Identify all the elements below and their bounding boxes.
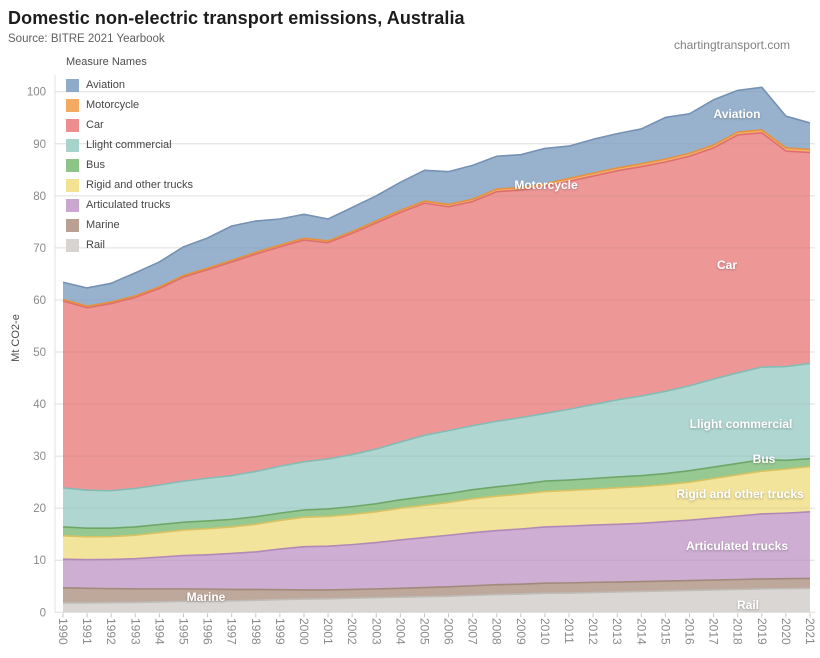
area-boundary-motorcycle [62,129,811,307]
legend-item-articulated-trucks[interactable]: Articulated trucks [66,195,193,215]
area-boundary-car [62,132,811,309]
x-tick-label: 1992 [104,618,118,645]
y-tick-label: 0 [40,607,46,619]
x-tick-label: 1999 [273,618,287,645]
y-axis-title: Mt CO2-e [10,314,22,362]
x-tick-label: 2015 [658,618,672,645]
y-tick-label: 40 [33,399,46,411]
page-title: Domestic non-electric transport emission… [8,8,465,28]
legend-swatch-icon [66,138,79,152]
legend-swatch-icon [66,198,79,212]
x-tick-label: 2011 [562,618,576,644]
y-tick-label: 70 [33,243,46,255]
x-tick-label: 2012 [586,618,600,645]
legend-item-label: Bus [86,159,105,171]
x-tick-label: 1996 [201,618,215,645]
source-caption: Source: BITRE 2021 Yearbook [8,33,165,45]
legend-item-label: Aviation [86,79,125,91]
x-tick-label: 2018 [731,618,745,645]
legend-item-rail[interactable]: Rail [66,235,193,255]
x-tick-label: 2005 [417,618,431,645]
legend-item-label: Articulated trucks [86,199,171,211]
y-tick-label: 20 [33,503,46,515]
legend-item-label: Rigid and other trucks [86,179,193,191]
area-boundary-llight-commercial [62,362,811,492]
x-tick-label: 2016 [683,618,697,645]
x-tick-label: 2004 [393,618,407,645]
x-tick-label: 2021 [803,618,817,645]
area-boundary-marine [62,577,811,591]
watermark-text: chartingtransport.com [673,38,790,52]
area-boundary-rigid-and-other-trucks [62,465,811,538]
area-rigid-and-other-trucks[interactable] [63,466,810,560]
y-tick-label: 60 [33,295,46,307]
legend-item-marine[interactable]: Marine [66,215,193,235]
legend-swatch-icon [66,118,79,132]
area-aviation[interactable] [63,87,810,307]
area-articulated-trucks[interactable] [63,511,810,590]
x-tick-label: 1993 [128,618,142,645]
area-rail[interactable] [63,588,810,613]
area-boundary-rail [63,587,811,604]
legend-item-llight-commercial[interactable]: Llight commercial [66,135,193,155]
x-tick-label: 2001 [321,618,335,645]
legend-item-aviation[interactable]: Aviation [66,75,193,95]
x-tick-label: 1991 [80,618,94,645]
legend-item-label: Llight commercial [86,139,172,151]
x-tick-label: 2013 [610,618,624,645]
x-tick-label: 2003 [369,618,383,645]
x-tick-label: 1998 [249,618,263,645]
legend-item-label: Rail [86,239,105,251]
x-tick-label: 2010 [538,618,552,645]
legend-swatch-icon [66,238,79,252]
x-tick-label: 2017 [707,618,721,645]
area-marine[interactable] [63,578,810,603]
legend-swatch-icon [66,158,79,172]
x-tick-label: 2002 [345,618,359,645]
legend-item-motorcycle[interactable]: Motorcycle [66,95,193,115]
area-bus[interactable] [63,458,810,537]
x-tick-label: 2020 [779,618,793,645]
legend-item-label: Car [86,119,104,131]
area-llight-commercial[interactable] [63,363,810,529]
x-tick-label: 1995 [176,618,190,645]
area-boundary-aviation [62,86,811,289]
legend-swatch-icon [66,98,79,112]
x-tick-label: 1997 [225,618,239,645]
legend-item-bus[interactable]: Bus [66,155,193,175]
legend-items: Aviation Motorcycle Car Llight commercial Bu… [66,75,193,255]
x-tick-label: 2007 [466,618,480,645]
x-tick-label: 2019 [755,618,769,645]
legend-swatch-icon [66,178,79,192]
legend-item-car[interactable]: Car [66,115,193,135]
legend: Measure Names Aviation Motorcycle Car Lligh… [66,56,193,255]
y-tick-label: 10 [33,555,46,567]
x-tick-label: 2006 [442,618,456,645]
x-tick-label: 2014 [634,618,648,645]
x-tick-label: 1990 [56,618,70,645]
x-tick-label: 2008 [490,618,504,645]
x-tick-label: 2000 [297,618,311,645]
legend-item-rigid-and-other-trucks[interactable]: Rigid and other trucks [66,175,193,195]
y-tick-label: 80 [33,191,46,203]
legend-item-label: Marine [86,219,120,231]
legend-item-label: Motorcycle [86,99,140,111]
x-tick-label: 2009 [514,618,528,645]
y-tick-label: 90 [33,139,46,151]
x-tick-label: 1994 [152,618,166,645]
legend-title: Measure Names [66,56,147,68]
legend-swatch-icon [66,78,79,92]
area-boundary-articulated-trucks [62,511,811,561]
y-tick-label: 30 [33,451,46,463]
y-tick-label: 50 [33,347,46,359]
legend-swatch-icon [66,218,79,232]
area-boundary-bus [62,457,811,530]
area-car[interactable] [63,132,810,491]
y-tick-label: 100 [27,87,46,99]
